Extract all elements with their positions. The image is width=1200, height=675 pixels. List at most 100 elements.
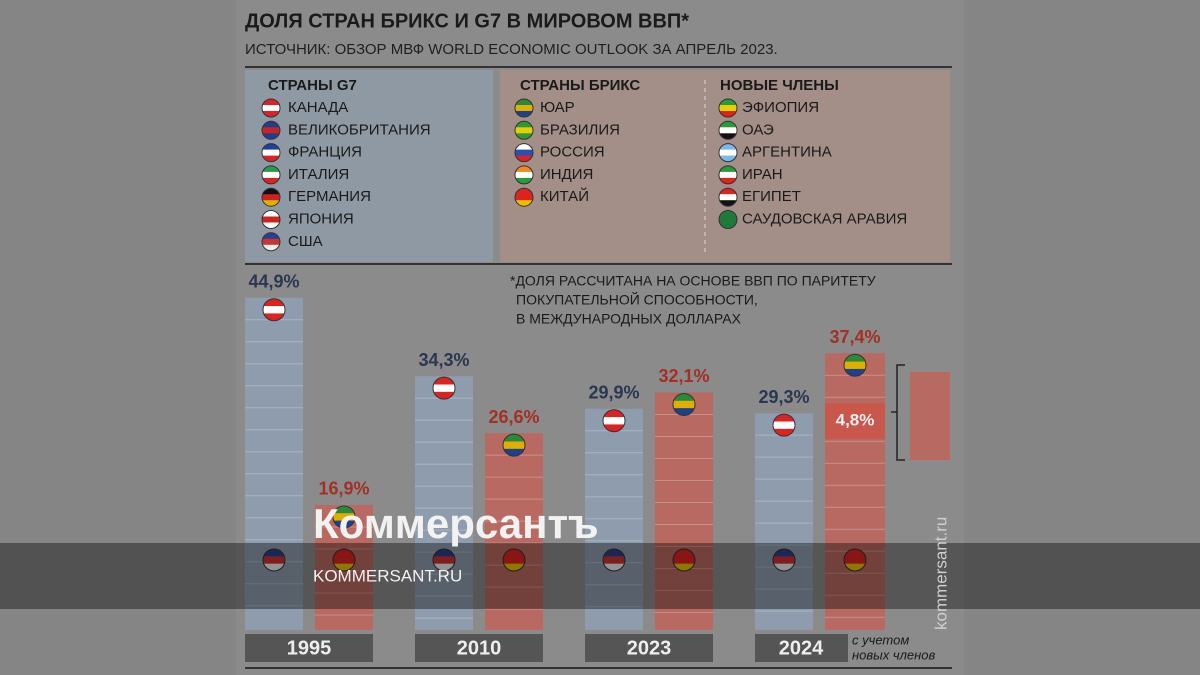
legend-item: ФРАНЦИЯ	[288, 144, 362, 161]
legend-item: КАНАДА	[288, 99, 348, 116]
flag-stripe	[262, 178, 280, 185]
flag-stripe	[515, 133, 533, 140]
legend-item: ИТАЛИЯ	[288, 166, 349, 183]
flag-stripe	[773, 429, 795, 437]
flag-stripe	[515, 194, 533, 201]
value-label: 26,6%	[488, 407, 539, 427]
flag-stripe	[503, 434, 525, 442]
flag-stripe	[262, 156, 280, 163]
legend-title: СТРАНЫ БРИКС	[520, 77, 640, 94]
flag-stripe	[503, 564, 525, 572]
flag-stripe	[262, 200, 280, 207]
flag-stripe	[603, 424, 625, 432]
flag-stripe	[433, 392, 455, 400]
flag-stripe	[603, 564, 625, 572]
footnote: ПОКУПАТЕЛЬНОЙ СПОСОБНОСТИ,	[516, 291, 758, 308]
flag-stripe	[503, 549, 525, 557]
flag-ring	[718, 165, 738, 185]
flag-stripe	[673, 401, 695, 409]
flag-stripe	[603, 410, 625, 418]
flag-ring	[718, 120, 738, 140]
legend-title: СТРАНЫ G7	[268, 77, 357, 94]
flag-stripe	[719, 99, 737, 106]
flag-stripe	[262, 133, 280, 140]
flag-stripe	[515, 150, 533, 157]
flag-stripe	[262, 194, 280, 201]
flag-stripe	[673, 393, 695, 401]
category-note: с учетом	[852, 632, 909, 647]
flag-stripe	[719, 178, 737, 185]
flag-stripe	[263, 313, 285, 321]
x-tick-label: 1995	[287, 637, 332, 659]
flag-stripe	[515, 166, 533, 173]
flag-stripe	[262, 233, 280, 240]
flag-stripe	[262, 150, 280, 157]
flag-stripe	[262, 211, 280, 218]
flag-stripe	[515, 200, 533, 207]
flag-stripe	[719, 127, 737, 134]
flag-stripe	[262, 188, 280, 195]
bracket	[891, 364, 905, 461]
flag-ring	[514, 165, 534, 185]
flag-stripe	[503, 449, 525, 457]
flag-stripe	[515, 178, 533, 185]
flag-ring	[502, 433, 526, 457]
flag-ring	[432, 376, 456, 400]
flag-stripe	[433, 549, 455, 557]
flag-stripe	[263, 306, 285, 314]
flag-ring	[772, 548, 796, 572]
flag-stripe	[333, 556, 355, 564]
flag-stripe	[844, 564, 866, 572]
flag-stripe	[433, 385, 455, 393]
flag-ring	[718, 210, 738, 229]
flag-stripe	[673, 556, 695, 564]
year-box	[755, 634, 848, 662]
flag-stripe	[433, 377, 455, 385]
flag-stripe	[719, 156, 737, 163]
flag-stripe	[515, 127, 533, 134]
legend-item: КИТАЙ	[540, 187, 589, 205]
legend-item: ИНДИЯ	[540, 166, 593, 183]
flag-stripe	[515, 121, 533, 128]
flag-stripe	[333, 564, 355, 572]
flag-stripe	[773, 414, 795, 422]
flag-ring	[718, 143, 738, 163]
value-label: 29,3%	[758, 387, 809, 407]
flag-stripe	[844, 354, 866, 362]
legend-item: ГЕРМАНИЯ	[288, 188, 371, 205]
flag-ring	[262, 298, 286, 322]
flag-ring	[261, 165, 281, 185]
flag-stripe	[844, 362, 866, 370]
flag-ring	[514, 98, 534, 118]
bar	[755, 413, 813, 630]
flag-stripe	[773, 556, 795, 564]
bar	[485, 433, 543, 630]
flag-stripe	[719, 166, 737, 173]
flag-ring	[514, 143, 534, 163]
legend-item: РОССИЯ	[540, 144, 605, 161]
flag-ring	[718, 98, 738, 118]
new-members-bar	[825, 403, 885, 439]
legend-item: ИРАН	[742, 166, 783, 183]
flag-stripe	[719, 105, 737, 112]
value-label: 29,9%	[588, 382, 639, 402]
x-tick-label: 2023	[627, 637, 672, 659]
bar	[245, 297, 303, 630]
flag-stripe	[515, 172, 533, 179]
legend-title: НОВЫЕ ЧЛЕНЫ	[720, 77, 839, 94]
flag-stripe	[719, 194, 737, 201]
flag-stripe	[719, 200, 737, 207]
flag-stripe	[719, 150, 737, 157]
flag-ring	[332, 548, 356, 572]
flag-stripe	[719, 144, 737, 151]
value-label: 37,4%	[829, 327, 880, 347]
flag-stripe	[262, 111, 280, 118]
flag-stripe	[263, 549, 285, 557]
flag-stripe	[262, 245, 280, 252]
flag-stripe	[262, 239, 280, 246]
flag-stripe	[773, 564, 795, 572]
footnote: В МЕЖДУНАРОДНЫХ ДОЛЛАРАХ	[516, 311, 742, 327]
flag-ring	[432, 548, 456, 572]
new-members-stack	[910, 372, 950, 460]
